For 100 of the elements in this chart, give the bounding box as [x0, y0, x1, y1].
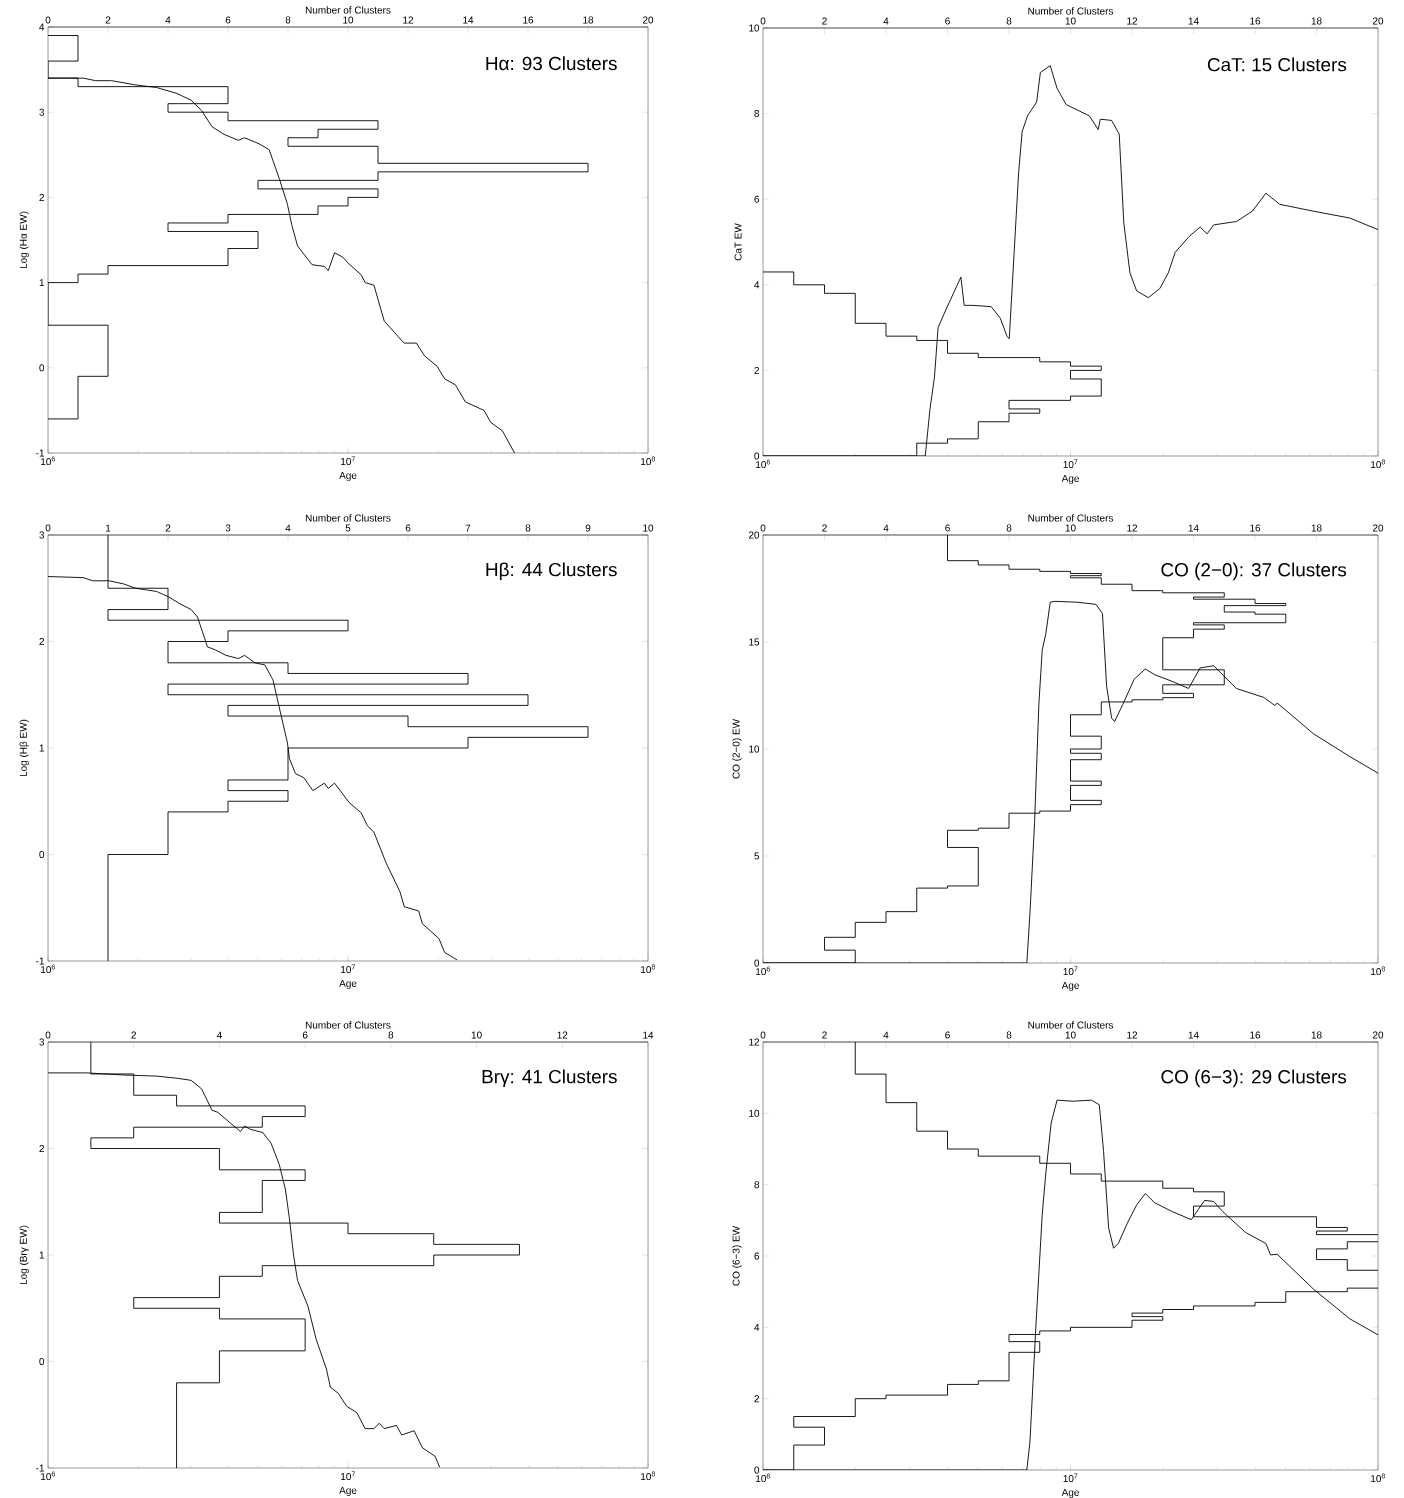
- x2-tick-label: 0: [45, 1031, 51, 1039]
- x2-tick-label: 6: [225, 16, 231, 24]
- text: Brγ: 41 Clusters: [482, 1069, 617, 1088]
- y-tick-label: -1: [36, 449, 45, 457]
- x2-tick-label: 10: [1065, 1031, 1076, 1039]
- x2-tick-label: 8: [1006, 524, 1012, 532]
- y-tick-label: 6: [754, 1252, 760, 1260]
- y-tick-label: 2: [39, 638, 45, 645]
- x2-tick-label: 10: [1065, 524, 1076, 532]
- y-tick-label: 15: [749, 638, 760, 646]
- x2-tick-label: 16: [1250, 1031, 1261, 1039]
- x2-tick-label: 6: [405, 524, 411, 532]
- y-tick-label: 0: [39, 1357, 45, 1366]
- x2-tick-label: 8: [285, 16, 291, 24]
- y-tick-label: 1: [39, 279, 45, 287]
- y-tick-label: 10: [749, 24, 760, 32]
- x2-tick-label: 12: [403, 16, 414, 24]
- x2-axis-title: Number of Clusters: [1028, 1021, 1114, 1029]
- x2-tick-label: 8: [1006, 1031, 1012, 1039]
- y-tick-label: 4: [39, 23, 45, 31]
- y-tick-label: -1: [36, 957, 45, 965]
- x2-tick-label: 2: [165, 524, 171, 532]
- y-tick-label: 5: [754, 852, 760, 860]
- text: Hβ: 44 Clusters: [486, 562, 617, 581]
- x2-tick-label: 20: [642, 16, 654, 24]
- y-tick-label: 2: [39, 1145, 45, 1152]
- y-tick-label: 1: [39, 1251, 45, 1259]
- x2-axis-title: Number of Clusters: [305, 1021, 391, 1029]
- x-axis-title: Age: [1061, 1488, 1079, 1498]
- y-tick-label: 0: [754, 452, 760, 460]
- x2-tick-label: 0: [45, 524, 51, 532]
- x2-tick-label: 8: [1006, 17, 1012, 25]
- y-tick-label: 6: [754, 195, 760, 203]
- x2-tick-label: 4: [883, 1031, 889, 1039]
- x-tick-label: 10$^{6}$: [756, 459, 770, 469]
- y-tick-label: 2: [754, 366, 760, 374]
- y-tick-label: 3: [39, 1038, 45, 1046]
- y-axis-title: Log (Hβ EW): [19, 719, 29, 777]
- y-axis-title: CO (2−0) EW: [732, 719, 742, 779]
- x-axis-title: Age: [1061, 474, 1079, 484]
- y-axis-title: Log (Brγ EW): [19, 1225, 29, 1285]
- x-tick-label: 10$^{7}$: [341, 964, 355, 974]
- x2-tick-label: 4: [883, 17, 889, 25]
- x-tick-label: 10$^{7}$: [341, 1471, 355, 1481]
- y-axis-title: CaT EW: [734, 223, 742, 261]
- x2-tick-label: 12: [1127, 1031, 1138, 1039]
- y-tick-label: 2: [754, 1395, 760, 1403]
- text: CaT: 15 Clusters: [1207, 57, 1347, 72]
- x2-tick-label: 12: [1127, 17, 1138, 25]
- x2-tick-label: 14: [1188, 17, 1199, 25]
- x-axis-title: Age: [339, 979, 357, 989]
- x2-tick-label: 0: [760, 1031, 766, 1039]
- x2-axis-title: Number of Clusters: [1028, 7, 1114, 15]
- x2-tick-label: 7: [465, 524, 471, 532]
- x-tick-label: 10$^{6}$: [41, 1471, 55, 1481]
- x2-tick-label: 2: [822, 17, 827, 25]
- x2-tick-label: 4: [883, 524, 889, 532]
- x2-tick-label: 20: [1372, 1031, 1384, 1039]
- x-tick-label: 10$^{6}$: [41, 456, 55, 466]
- x-tick-label: 10$^{8}$: [1371, 459, 1385, 469]
- x2-axis-title: Number of Clusters: [305, 6, 391, 14]
- x-tick-label: 10$^{8}$: [641, 456, 655, 466]
- x2-tick-label: 6: [945, 17, 950, 25]
- y-tick-label: 1: [39, 744, 45, 752]
- x-tick-label: 10$^{7}$: [1063, 459, 1078, 469]
- x-axis-title: Age: [339, 471, 357, 481]
- x2-tick-label: 12: [1127, 524, 1138, 532]
- x2-tick-label: 20: [1372, 524, 1384, 532]
- x2-tick-label: 6: [302, 1031, 308, 1039]
- x2-tick-label: 14: [463, 16, 474, 24]
- y-tick-label: 2: [39, 193, 45, 201]
- x2-tick-label: 18: [1311, 1031, 1322, 1039]
- x-tick-label: 10$^{8}$: [641, 1471, 655, 1481]
- y-tick-label: 8: [754, 1181, 760, 1189]
- x2-tick-label: 16: [1250, 524, 1261, 532]
- x2-tick-label: 4: [216, 1031, 222, 1039]
- x2-tick-label: 10: [1065, 17, 1076, 25]
- x2-tick-label: 10: [343, 16, 354, 24]
- x2-tick-label: 16: [1250, 17, 1261, 25]
- y-tick-label: 0: [754, 959, 760, 967]
- x2-axis-title: Number of Clusters: [1028, 514, 1114, 522]
- x-tick-label: 10$^{6}$: [41, 964, 55, 974]
- y-tick-label: 3: [39, 108, 45, 116]
- x2-tick-label: 9: [585, 524, 591, 532]
- y-tick-label: 10: [749, 1109, 760, 1117]
- y-tick-label: 4: [754, 1323, 760, 1331]
- x2-tick-label: 16: [523, 16, 534, 24]
- y-tick-label: -1: [36, 1464, 45, 1472]
- x2-tick-label: 18: [1311, 524, 1322, 532]
- y-tick-label: 3: [39, 531, 45, 539]
- y-tick-label: 0: [754, 1466, 760, 1474]
- x2-tick-label: 14: [643, 1031, 654, 1039]
- x2-tick-label: 18: [583, 16, 594, 24]
- text: Hα: 93 Clusters: [486, 56, 617, 71]
- x2-tick-label: 2: [131, 1031, 136, 1039]
- x2-tick-label: 1: [106, 524, 111, 532]
- x2-tick-label: 8: [525, 524, 531, 532]
- y-axis-title: CO (6−3) EW: [732, 1226, 742, 1286]
- y-tick-label: 8: [754, 110, 760, 118]
- x2-tick-label: 0: [45, 16, 51, 24]
